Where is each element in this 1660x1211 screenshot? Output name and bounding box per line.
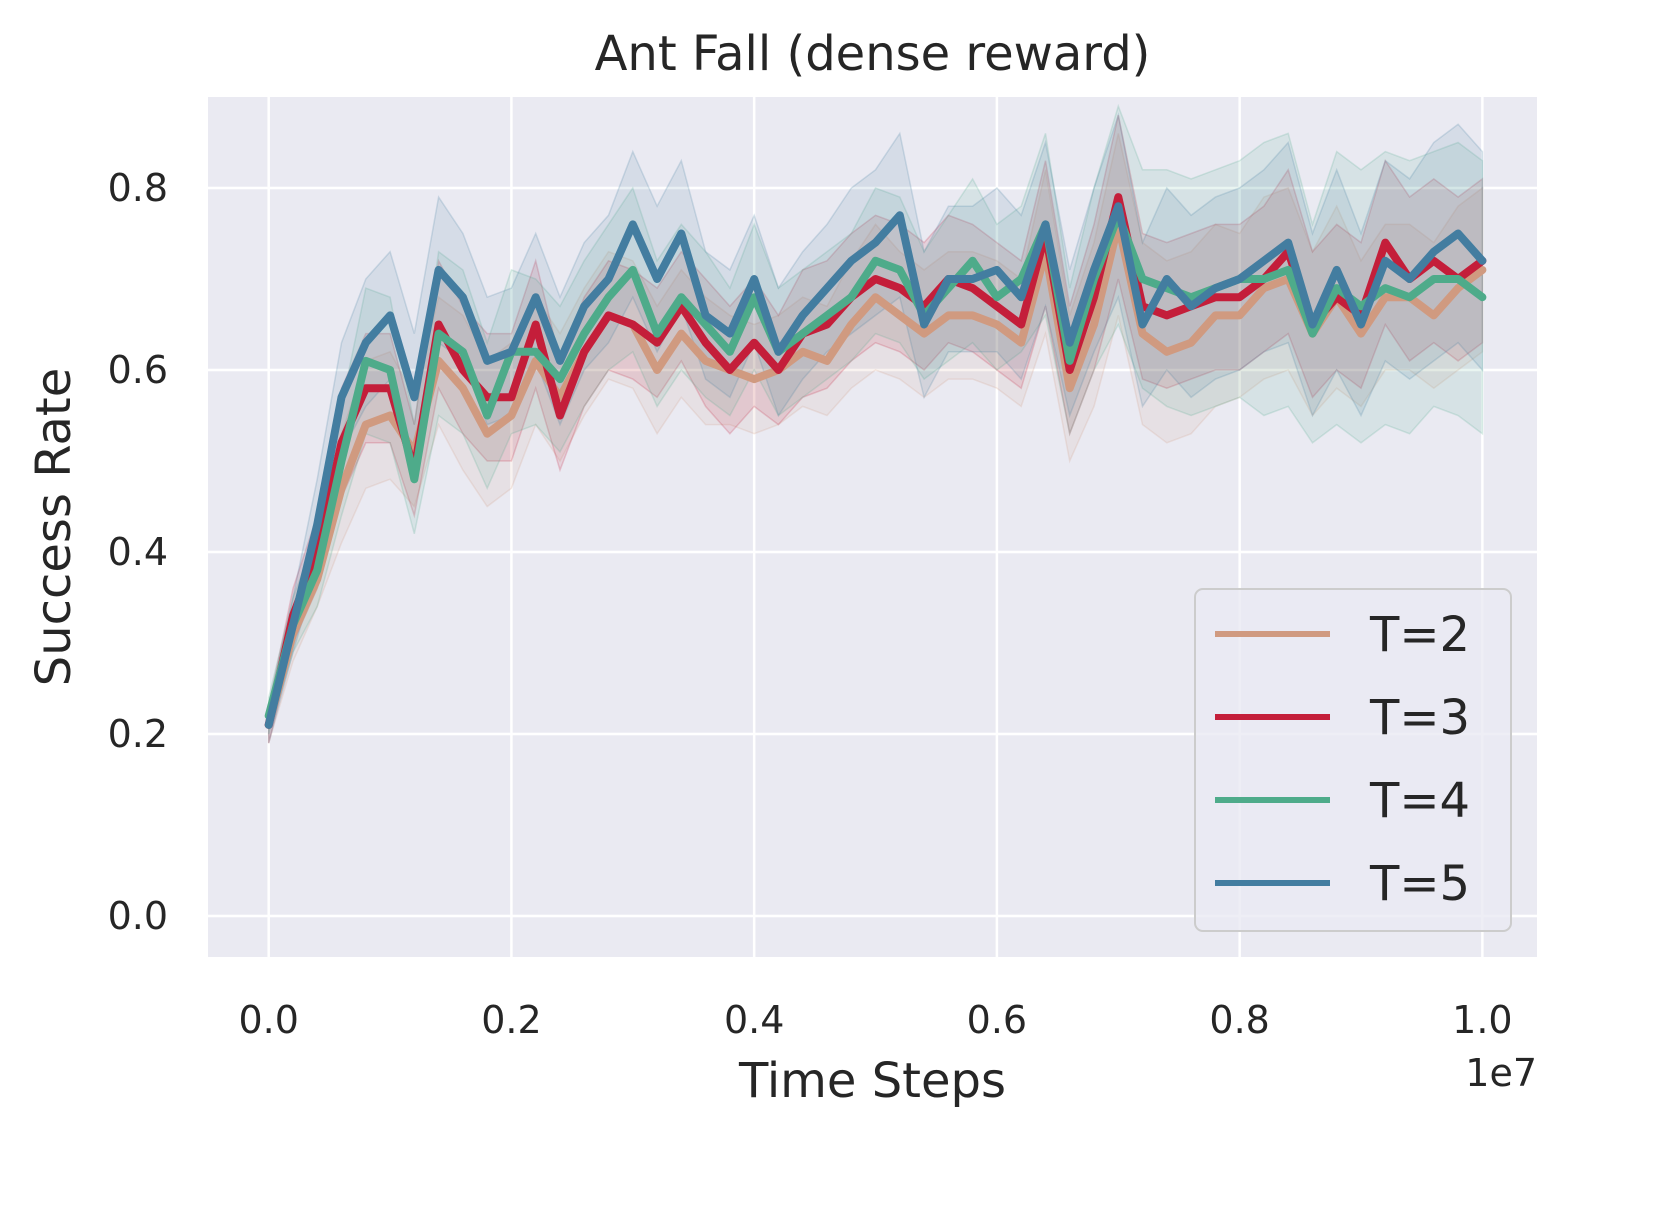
confidence-band-series-2 — [267, 115, 1484, 744]
legend-item-series-4: T=5 — [1215, 856, 1470, 912]
legend-label: T=2 — [1369, 607, 1470, 663]
y-axis-label: Success Rate — [26, 368, 82, 687]
confidence-band-series-3 — [267, 103, 1484, 735]
y-tick-label: 0.2 — [108, 712, 168, 756]
legend-item-series-3: T=4 — [1215, 773, 1470, 829]
tick-labels: 0.0 0.2 0.4 0.6 0.8 1.0 0.0 0.2 0.4 0.6 0.8 — [108, 166, 1513, 1042]
x-tick-label: 1.0 — [1452, 998, 1512, 1042]
series-line-1 — [264, 220, 1487, 729]
chart-title: Ant Fall (dense reward) — [595, 26, 1151, 82]
y-tick-label: 0.8 — [108, 166, 168, 210]
legend: T=2 T=3 T=4 T=5 — [1194, 588, 1512, 932]
confidence-band-series-1 — [267, 133, 1484, 744]
confidence-band-series-4 — [267, 112, 1484, 744]
x-axis-offset-label: 1e7 — [1465, 1051, 1537, 1095]
series-line-3 — [264, 211, 1487, 720]
x-tick-label: 0.2 — [481, 998, 541, 1042]
y-tick-label: 0.0 — [108, 894, 168, 938]
legend-box — [1194, 588, 1512, 932]
legend-label: T=5 — [1369, 856, 1470, 912]
y-tick-label: 0.4 — [108, 530, 168, 574]
x-tick-label: 0.6 — [967, 998, 1027, 1042]
x-tick-label: 0.4 — [724, 998, 784, 1042]
series-lines — [264, 193, 1487, 729]
legend-item-series-2: T=3 — [1215, 690, 1470, 746]
x-tick-label: 0.8 — [1209, 998, 1269, 1042]
y-tick-label: 0.6 — [108, 348, 168, 392]
series-line-4 — [264, 202, 1487, 729]
confidence-bands — [267, 103, 1484, 744]
legend-item-series-1: T=2 — [1215, 607, 1470, 663]
x-tick-label: 0.0 — [238, 998, 298, 1042]
legend-label: T=4 — [1369, 773, 1470, 829]
x-axis-label: Time Steps — [738, 1053, 1006, 1109]
legend-label: T=3 — [1369, 690, 1470, 746]
